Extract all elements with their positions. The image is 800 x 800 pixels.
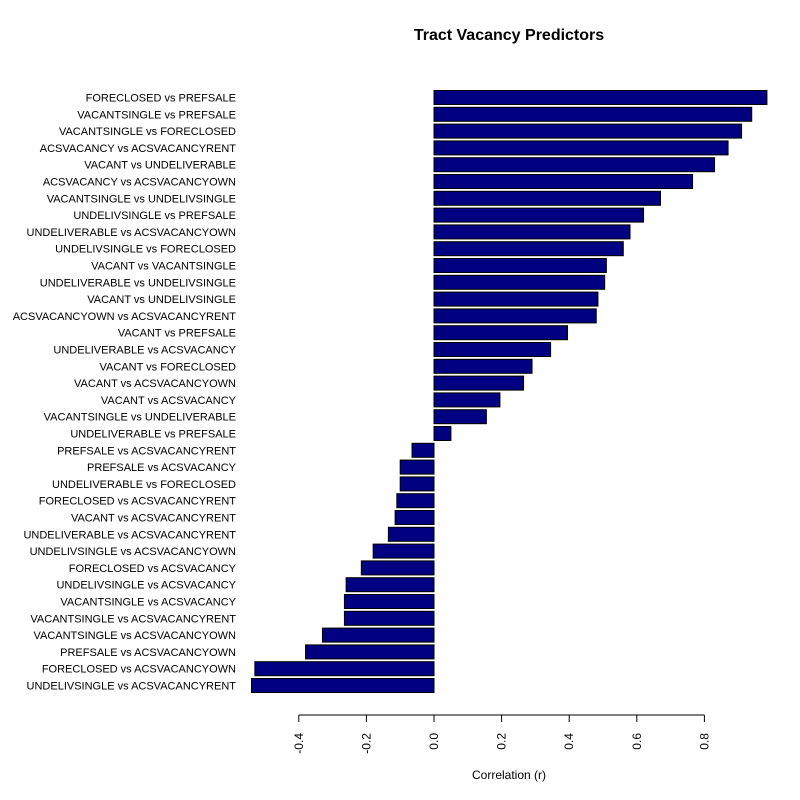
category-label: ACSVACANCY vs ACSVACANCYOWN: [43, 177, 236, 189]
category-label: VACANTSINGLE vs FORECLOSED: [59, 126, 236, 138]
bar: [433, 358, 533, 374]
category-label: VACANTSINGLE vs UNDELIVSINGLE: [47, 193, 236, 205]
bar: [345, 577, 435, 593]
category-label: UNDELIVERABLE vs ACSVACANCYRENT: [23, 529, 236, 541]
category-label: VACANTSINGLE vs ACSVACANCYRENT: [30, 613, 236, 625]
category-label: VACANTSINGLE vs PREFSALE: [77, 109, 236, 121]
bar: [305, 644, 435, 660]
category-label: VACANT vs ACSVACANCYOWN: [74, 378, 236, 390]
category-label: UNDELIVSINGLE vs ACSVACANCYRENT: [27, 681, 237, 693]
bar: [433, 207, 645, 223]
bar: [433, 90, 768, 105]
bar: [433, 106, 753, 122]
category-label: VACANT vs UNDELIVSINGLE: [87, 294, 236, 306]
category-label: PREFSALE vs ACSVACANCY: [87, 462, 237, 474]
x-axis-label: Correlation (r): [472, 768, 546, 782]
category-label: VACANT vs PREFSALE: [118, 328, 236, 340]
category-label: UNDELIVERABLE vs FORECLOSED: [52, 479, 236, 491]
x-tick-label: 0.0: [427, 733, 441, 750]
bar: [433, 157, 716, 173]
bar: [343, 610, 435, 626]
category-label: VACANT vs ACSVACANCY: [101, 395, 237, 407]
x-tick-label: 0.8: [697, 733, 711, 750]
bar: [433, 342, 552, 357]
bar: [433, 426, 452, 441]
bar: [433, 241, 624, 257]
chart-title: Tract Vacancy Predictors: [414, 27, 604, 44]
bar: [250, 678, 435, 693]
category-label: FORECLOSED vs ACSVACANCYRENT: [39, 496, 237, 508]
category-label: PREFSALE vs ACSVACANCYOWN: [60, 647, 236, 659]
bar: [433, 258, 607, 273]
category-label: VACANT vs VACANTSINGLE: [91, 261, 236, 273]
category-label: VACANT vs UNDELIVERABLE: [84, 160, 236, 172]
category-label: FORECLOSED vs ACSVACANCY: [69, 563, 237, 575]
category-label: VACANTSINGLE vs ACSVACANCYOWN: [33, 630, 236, 642]
bar: [433, 325, 569, 341]
category-label: FORECLOSED vs PREFSALE: [86, 93, 236, 105]
bars-group: [250, 90, 768, 693]
bar: [254, 661, 435, 677]
category-label: PREFSALE vs ACSVACANCYRENT: [57, 445, 236, 457]
bar: [433, 291, 599, 307]
bar: [394, 510, 435, 525]
bar: [399, 459, 435, 475]
bar: [411, 442, 435, 458]
category-label: UNDELIVERABLE vs ACSVACANCYOWN: [27, 227, 237, 239]
category-label: UNDELIVERABLE vs PREFSALE: [70, 429, 236, 441]
category-label: UNDELIVERABLE vs ACSVACANCY: [53, 345, 236, 357]
x-axis: -0.4 -0.2 0.0 0.2 0.4 0.6 0.8: [292, 714, 711, 754]
bar: [396, 493, 435, 509]
category-label: VACANTSINGLE vs UNDELIVERABLE: [44, 412, 236, 424]
bar: [433, 409, 487, 425]
category-label: VACANTSINGLE vs ACSVACANCY: [60, 597, 236, 609]
category-label: ACSVACANCY vs ACSVACANCYRENT: [40, 143, 236, 155]
x-tick-label: 0.2: [495, 733, 509, 750]
category-label: UNDELIVERABLE vs UNDELIVSINGLE: [40, 277, 236, 289]
bar: [433, 375, 525, 391]
category-label: UNDELIVSINGLE vs ACSVACANCYOWN: [30, 546, 236, 558]
bar: [321, 627, 435, 643]
bar: [433, 123, 743, 139]
category-label: ACSVACANCYOWN vs ACSVACANCYRENT: [13, 311, 237, 323]
x-tick-label: -0.4: [292, 733, 306, 754]
bar: [433, 308, 597, 324]
bar: [433, 392, 501, 408]
bar: [433, 274, 606, 290]
bar: [433, 224, 631, 240]
bar: [387, 526, 435, 542]
bar: [360, 560, 435, 576]
bar: [372, 543, 435, 559]
x-tick-label: 0.4: [562, 733, 576, 750]
category-label: VACANT vs ACSVACANCYRENT: [71, 513, 236, 525]
category-label: FORECLOSED vs ACSVACANCYOWN: [42, 664, 236, 676]
category-labels: FORECLOSED vs PREFSALE VACANTSINGLE vs PR…: [13, 93, 237, 693]
category-label: UNDELIVSINGLE vs FORECLOSED: [55, 244, 236, 256]
bar: [343, 594, 435, 609]
category-label: UNDELIVSINGLE vs PREFSALE: [73, 210, 236, 222]
bar: [433, 140, 729, 156]
bar: [433, 174, 694, 189]
x-tick-label: 0.6: [630, 733, 644, 750]
x-tick-label: -0.2: [359, 733, 373, 754]
bar: [433, 190, 661, 206]
category-label: VACANT vs FORECLOSED: [99, 361, 236, 373]
bar: [399, 476, 435, 492]
category-label: UNDELIVSINGLE vs ACSVACANCY: [56, 580, 236, 592]
